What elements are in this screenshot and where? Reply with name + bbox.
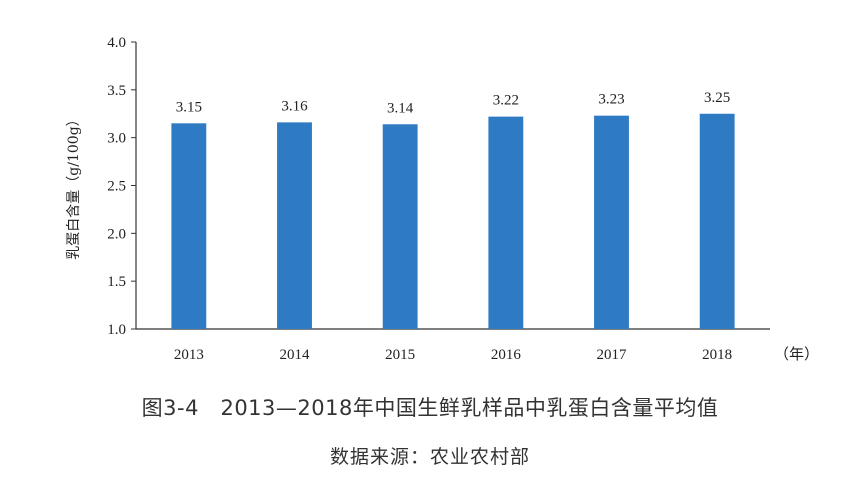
data-label-2014: 3.16 — [281, 98, 308, 114]
y-tick-label: 3.5 — [107, 83, 126, 99]
y-tick-label: 2.5 — [107, 179, 126, 195]
bar-2015 — [382, 124, 418, 329]
bar-2013 — [171, 123, 207, 329]
x-axis-unit-label: （年） — [774, 345, 819, 363]
data-label-2013: 3.15 — [176, 99, 202, 115]
y-tick-label: 3.0 — [107, 131, 126, 147]
data-label-2017: 3.23 — [598, 92, 624, 108]
data-label-2018: 3.25 — [704, 90, 730, 106]
y-tick-label: 4.0 — [107, 35, 126, 51]
bar-series — [171, 113, 735, 330]
x-tick-label: 2016 — [491, 347, 522, 363]
y-tick-label: 1.0 — [107, 322, 126, 338]
x-tick-label: 2014 — [280, 347, 311, 363]
data-labels: 3.15 3.16 3.14 3.22 3.23 3.25 — [176, 90, 731, 117]
data-source-note: 数据来源：农业农村部 — [329, 446, 530, 468]
x-tick-label: 2017 — [597, 347, 628, 363]
y-tick-label: 1.5 — [107, 274, 126, 290]
y-axis-label: 乳蛋白含量（g/100g） — [66, 112, 82, 259]
bar-2016 — [488, 116, 524, 330]
figure-caption: 图3-4 2013—2018年中国生鲜乳样品中乳蛋白含量平均值 — [141, 396, 719, 420]
bar-2017 — [594, 115, 629, 329]
bar-2014 — [277, 122, 312, 329]
x-tick-label: 2015 — [385, 347, 415, 363]
y-tick-label: 2.0 — [107, 226, 126, 242]
y-axis: 1.0 1.5 2.0 2.5 3.0 3.5 4.0 — [107, 35, 137, 338]
x-tick-label: 2018 — [702, 347, 732, 363]
data-label-2016: 3.22 — [493, 93, 519, 109]
bar-2018 — [699, 113, 735, 329]
x-tick-label: 2013 — [174, 347, 204, 363]
data-label-2015: 3.14 — [387, 100, 414, 116]
x-axis: 2013 2014 2015 2016 2017 2018 — [136, 328, 770, 363]
